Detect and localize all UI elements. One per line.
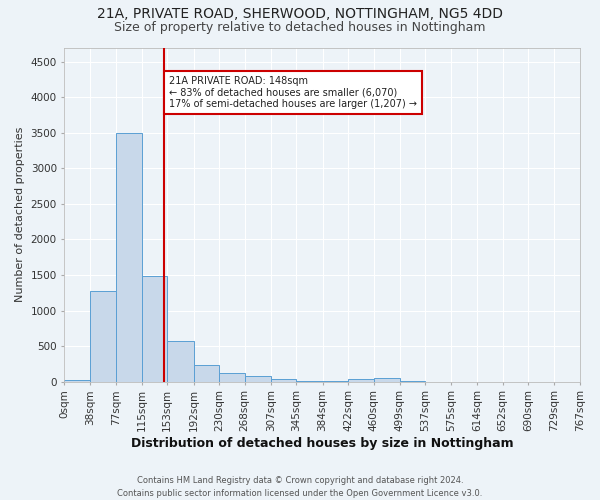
Bar [116, 133, 142, 382]
Bar [296, 380, 323, 382]
Bar [142, 276, 167, 382]
Y-axis label: Number of detached properties: Number of detached properties [15, 127, 25, 302]
Text: 21A PRIVATE ROAD: 148sqm
← 83% of detached houses are smaller (6,070)
17% of sem: 21A PRIVATE ROAD: 148sqm ← 83% of detach… [169, 76, 418, 109]
Bar [348, 379, 374, 382]
Text: Size of property relative to detached houses in Nottingham: Size of property relative to detached ho… [114, 21, 486, 34]
Bar [271, 379, 296, 382]
Bar [90, 292, 116, 382]
X-axis label: Distribution of detached houses by size in Nottingham: Distribution of detached houses by size … [131, 437, 514, 450]
Text: Contains HM Land Registry data © Crown copyright and database right 2024.
Contai: Contains HM Land Registry data © Crown c… [118, 476, 482, 498]
Bar [374, 378, 400, 382]
Bar [167, 341, 194, 382]
Text: 21A, PRIVATE ROAD, SHERWOOD, NOTTINGHAM, NG5 4DD: 21A, PRIVATE ROAD, SHERWOOD, NOTTINGHAM,… [97, 8, 503, 22]
Bar [245, 376, 271, 382]
Bar [64, 380, 90, 382]
Bar [194, 364, 219, 382]
Bar [323, 381, 348, 382]
Bar [219, 373, 245, 382]
